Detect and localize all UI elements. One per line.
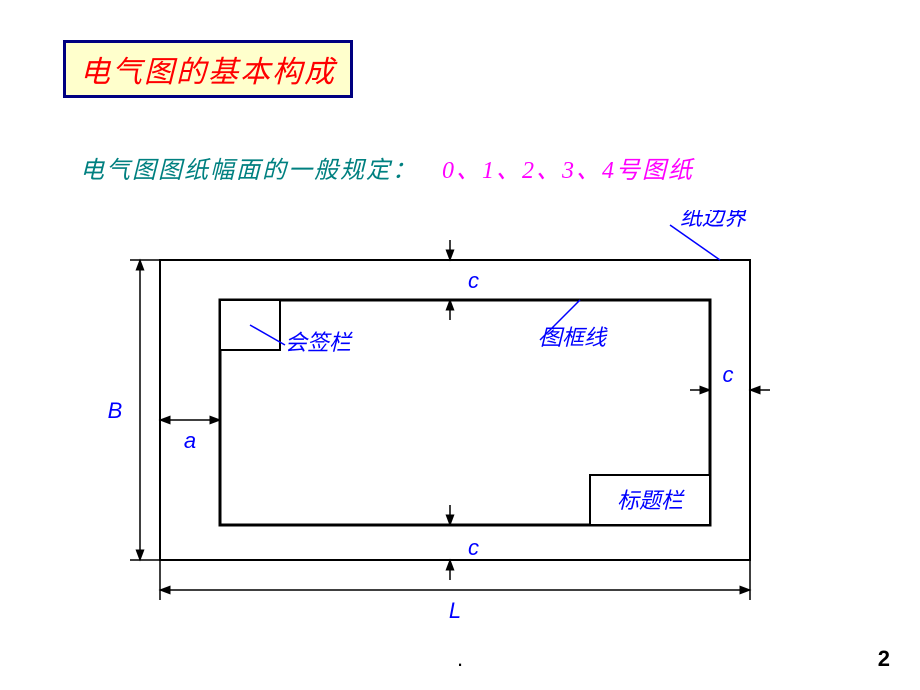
dim-L-label: L bbox=[449, 598, 461, 623]
label-sign-box: 会签栏 bbox=[285, 330, 353, 355]
title-box: 电气图的基本构成 bbox=[63, 40, 353, 98]
dim-c-right-label: c bbox=[723, 362, 734, 387]
label-paper-boundary: 纸边界 bbox=[680, 210, 748, 230]
footer-dot: . bbox=[457, 646, 463, 672]
subtitle-left: 电气图图纸幅面的一般规定： bbox=[80, 158, 418, 184]
dim-a-label: a bbox=[184, 428, 196, 453]
label-frame-line: 图框线 bbox=[540, 325, 608, 350]
subtitle-line: 电气图图纸幅面的一般规定： 0、1、2、3、4号图纸 bbox=[80, 150, 694, 185]
drawing-frame-diagram: 标题栏 纸边界 图框线 会签栏 B L a bbox=[60, 210, 860, 640]
leader-paper-boundary bbox=[670, 225, 720, 260]
slide-title: 电气图的基本构成 bbox=[80, 56, 336, 89]
dim-B-label: B bbox=[108, 398, 123, 423]
dim-c-bottom-label: c bbox=[468, 535, 479, 560]
page-number: 2 bbox=[878, 646, 890, 672]
subtitle-right: 0、1、2、3、4号图纸 bbox=[442, 158, 694, 184]
dim-c-top-label: c bbox=[468, 268, 479, 293]
title-block-label: 标题栏 bbox=[617, 488, 685, 513]
